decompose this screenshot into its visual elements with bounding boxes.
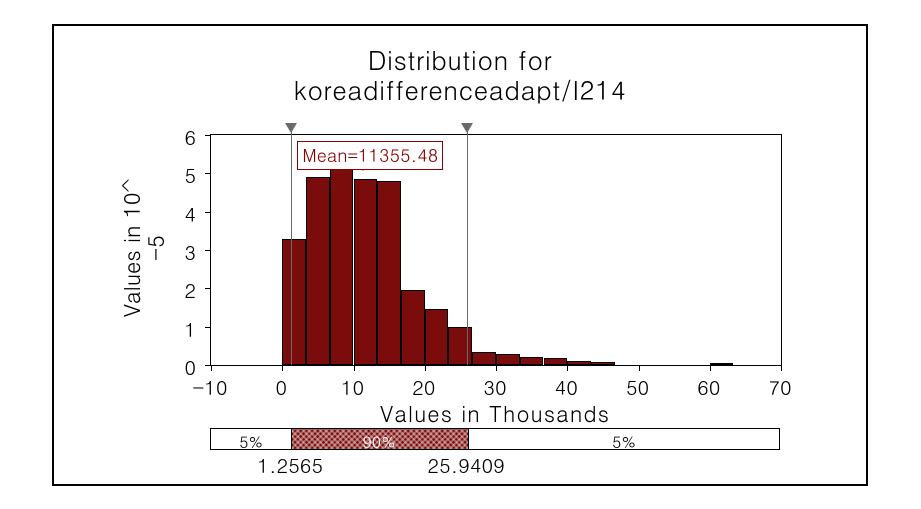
histogram-bar — [330, 166, 354, 365]
x-tick-label: 10 — [341, 372, 364, 401]
x-tick-label: 50 — [626, 372, 649, 401]
y-tick-label: 3 — [184, 237, 196, 266]
x-tick-label: 20 — [412, 372, 435, 401]
x-tick-label: -10 — [192, 372, 227, 401]
histogram-bar — [567, 361, 591, 365]
x-tick-label: 30 — [483, 372, 506, 401]
histogram-bar — [472, 352, 496, 365]
histogram-bar — [425, 309, 449, 365]
y-tick-label: 5 — [184, 160, 196, 189]
y-tick-label: 2 — [184, 275, 196, 304]
confidence-upper-value: 25.9409 — [427, 450, 504, 479]
y-tick-label: 1 — [184, 314, 196, 343]
confidence-lower-value: 1.2565 — [257, 450, 323, 479]
x-tick-label: 70 — [768, 372, 791, 401]
x-axis-label: Values in Thousands — [210, 398, 780, 429]
x-tick-label: 60 — [697, 372, 720, 401]
x-tick-label: 40 — [555, 372, 578, 401]
confidence-right-pct: 5% — [612, 430, 636, 453]
histogram-bar — [282, 239, 306, 366]
plot-area: Mean=11355.48 — [210, 134, 782, 366]
confidence-marker-icon — [285, 123, 297, 133]
mean-label: Mean=11355.48 — [297, 141, 443, 170]
confidence-line — [291, 127, 292, 365]
histogram-bar — [710, 363, 734, 365]
histogram-bar — [377, 181, 401, 365]
confidence-line — [467, 127, 468, 365]
histogram-bar — [520, 357, 544, 365]
chart-frame: Distribution for koreadifferenceadapt/I2… — [52, 24, 868, 486]
chart-title: Distribution for koreadifferenceadapt/I2… — [54, 46, 866, 106]
y-tick-label: 4 — [184, 199, 196, 228]
title-line2: koreadifferenceadapt/I214 — [294, 72, 627, 108]
histogram-bar — [496, 354, 520, 366]
histogram-bar — [354, 179, 378, 365]
x-tick-label: 0 — [275, 372, 287, 401]
confidence-marker-icon — [461, 123, 473, 133]
histogram-bar — [591, 362, 615, 365]
y-tick-label: 6 — [184, 122, 196, 151]
histogram-bar — [544, 358, 568, 365]
y-axis-label: Values in 10^ -5 — [120, 179, 168, 318]
histogram-bar — [401, 290, 425, 365]
histogram-bar — [306, 177, 330, 365]
histogram-bar — [448, 327, 472, 365]
confidence-bar: 5% 90% 5% — [210, 428, 780, 450]
confidence-mid-pct: 90% — [362, 430, 395, 453]
